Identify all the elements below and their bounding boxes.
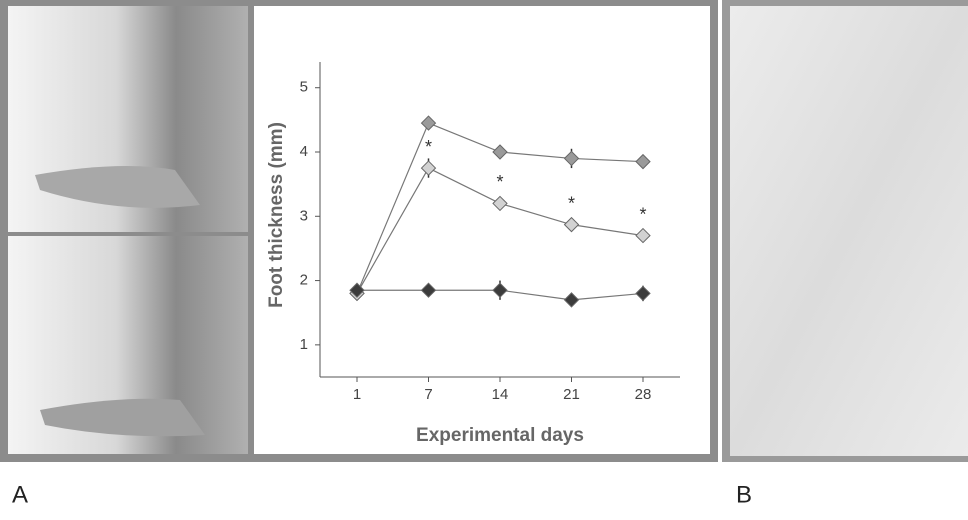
paw-bottom	[40, 398, 205, 437]
x-axis-label: Experimental days	[416, 425, 584, 446]
annotation: *	[496, 172, 503, 192]
paw-top	[35, 166, 200, 208]
panel-label: A	[12, 481, 28, 508]
y-tick-label: 1	[300, 336, 308, 353]
chart-area	[254, 6, 710, 454]
panel-b-image	[730, 6, 968, 456]
data-point	[563, 216, 580, 233]
annotation: *	[568, 193, 575, 213]
y-tick-label: 2	[300, 272, 308, 289]
data-point	[420, 160, 437, 176]
data-point	[420, 282, 437, 298]
panel-label: B	[736, 481, 752, 508]
data-point	[492, 195, 508, 212]
y-tick-label: 4	[300, 143, 308, 160]
annotation: *	[639, 204, 646, 224]
data-point	[420, 115, 437, 131]
data-point	[563, 292, 580, 308]
y-tick-label: 5	[300, 79, 308, 96]
data-point	[563, 150, 580, 167]
x-tick-label: 14	[492, 386, 509, 403]
data-point	[635, 285, 651, 302]
data-point	[349, 282, 365, 298]
data-point	[492, 144, 508, 160]
annotation: *	[425, 137, 432, 157]
data-point	[635, 153, 651, 170]
y-tick-label: 3	[300, 207, 308, 224]
data-point	[635, 227, 651, 244]
x-tick-label: 1	[353, 386, 361, 403]
data-point	[492, 282, 508, 298]
x-tick-label: 21	[563, 386, 580, 403]
x-tick-label: 28	[635, 386, 652, 403]
x-tick-label: 7	[424, 386, 432, 403]
y-axis-label: Foot thickness (mm)	[266, 122, 287, 308]
